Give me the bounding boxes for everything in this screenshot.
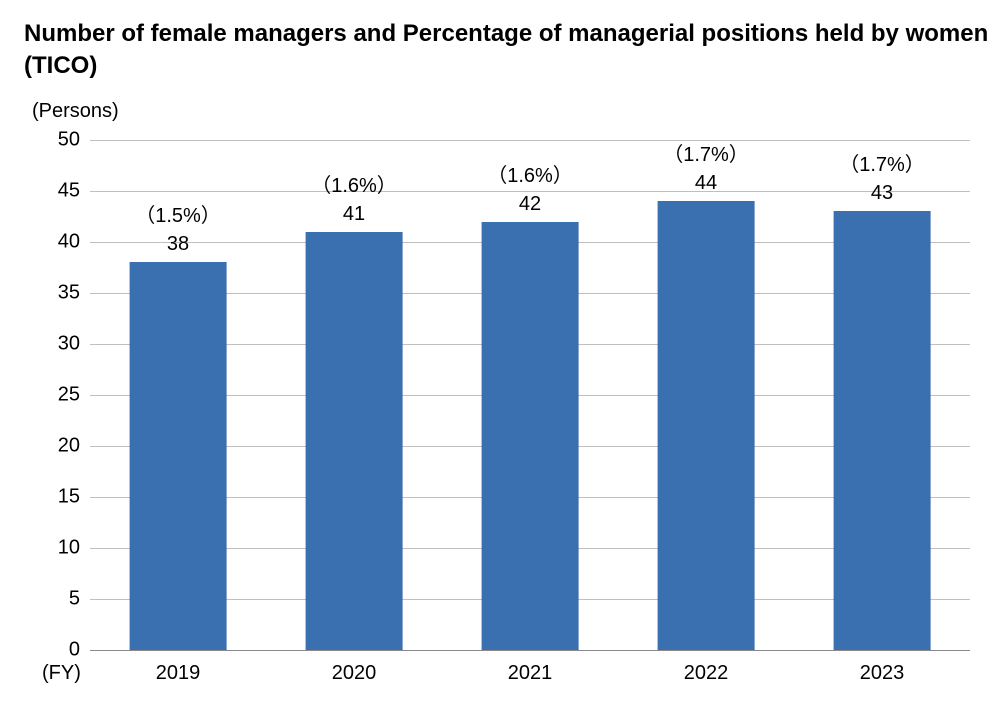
bar-value-label: 43 xyxy=(871,182,893,205)
y-tick-label: 0 xyxy=(69,639,80,662)
chart-container: Number of female managers and Percentage… xyxy=(0,0,1000,724)
y-tick-label: 30 xyxy=(58,333,80,356)
bar-percent-label: （1.7%） xyxy=(839,148,925,177)
bar-value-label: 44 xyxy=(695,172,717,195)
bars-layer: 38（1.5%）201941（1.6%）202042（1.6%）202144（1… xyxy=(90,140,970,650)
bar xyxy=(130,262,227,650)
bar-percent-label: （1.7%） xyxy=(663,138,749,167)
bar-group: 41（1.6%）2020 xyxy=(266,140,442,650)
bar-group: 43（1.7%）2023 xyxy=(794,140,970,650)
y-tick-label: 50 xyxy=(58,129,80,152)
y-tick-label: 45 xyxy=(58,180,80,203)
y-tick-label: 35 xyxy=(58,282,80,305)
bar-group: 44（1.7%）2022 xyxy=(618,140,794,650)
x-axis-unit-label: (FY) xyxy=(42,662,81,685)
bar-value-label: 38 xyxy=(167,233,189,256)
gridline xyxy=(90,650,970,651)
y-tick-label: 15 xyxy=(58,486,80,509)
y-tick-label: 20 xyxy=(58,435,80,458)
plot-area: (FY) 0510152025303540455038（1.5%）201941（… xyxy=(90,140,970,650)
bar-value-label: 42 xyxy=(519,193,541,216)
x-tick-label: 2019 xyxy=(156,662,201,685)
bar xyxy=(658,201,755,650)
bar-percent-label: （1.6%） xyxy=(487,159,573,188)
bar xyxy=(834,211,931,650)
y-tick-label: 40 xyxy=(58,231,80,254)
y-tick-label: 5 xyxy=(69,588,80,611)
y-tick-label: 25 xyxy=(58,384,80,407)
bar-value-label: 41 xyxy=(343,203,365,226)
chart-title: Number of female managers and Percentage… xyxy=(24,18,1000,83)
y-axis-unit-label: (Persons) xyxy=(32,100,119,123)
bar-percent-label: （1.5%） xyxy=(135,199,221,228)
x-tick-label: 2022 xyxy=(684,662,729,685)
bar-group: 42（1.6%）2021 xyxy=(442,140,618,650)
y-tick-label: 10 xyxy=(58,537,80,560)
x-tick-label: 2021 xyxy=(508,662,553,685)
bar-group: 38（1.5%）2019 xyxy=(90,140,266,650)
x-tick-label: 2023 xyxy=(860,662,905,685)
bar-percent-label: （1.6%） xyxy=(311,169,397,198)
x-tick-label: 2020 xyxy=(332,662,377,685)
bar xyxy=(306,232,403,650)
bar xyxy=(482,222,579,650)
